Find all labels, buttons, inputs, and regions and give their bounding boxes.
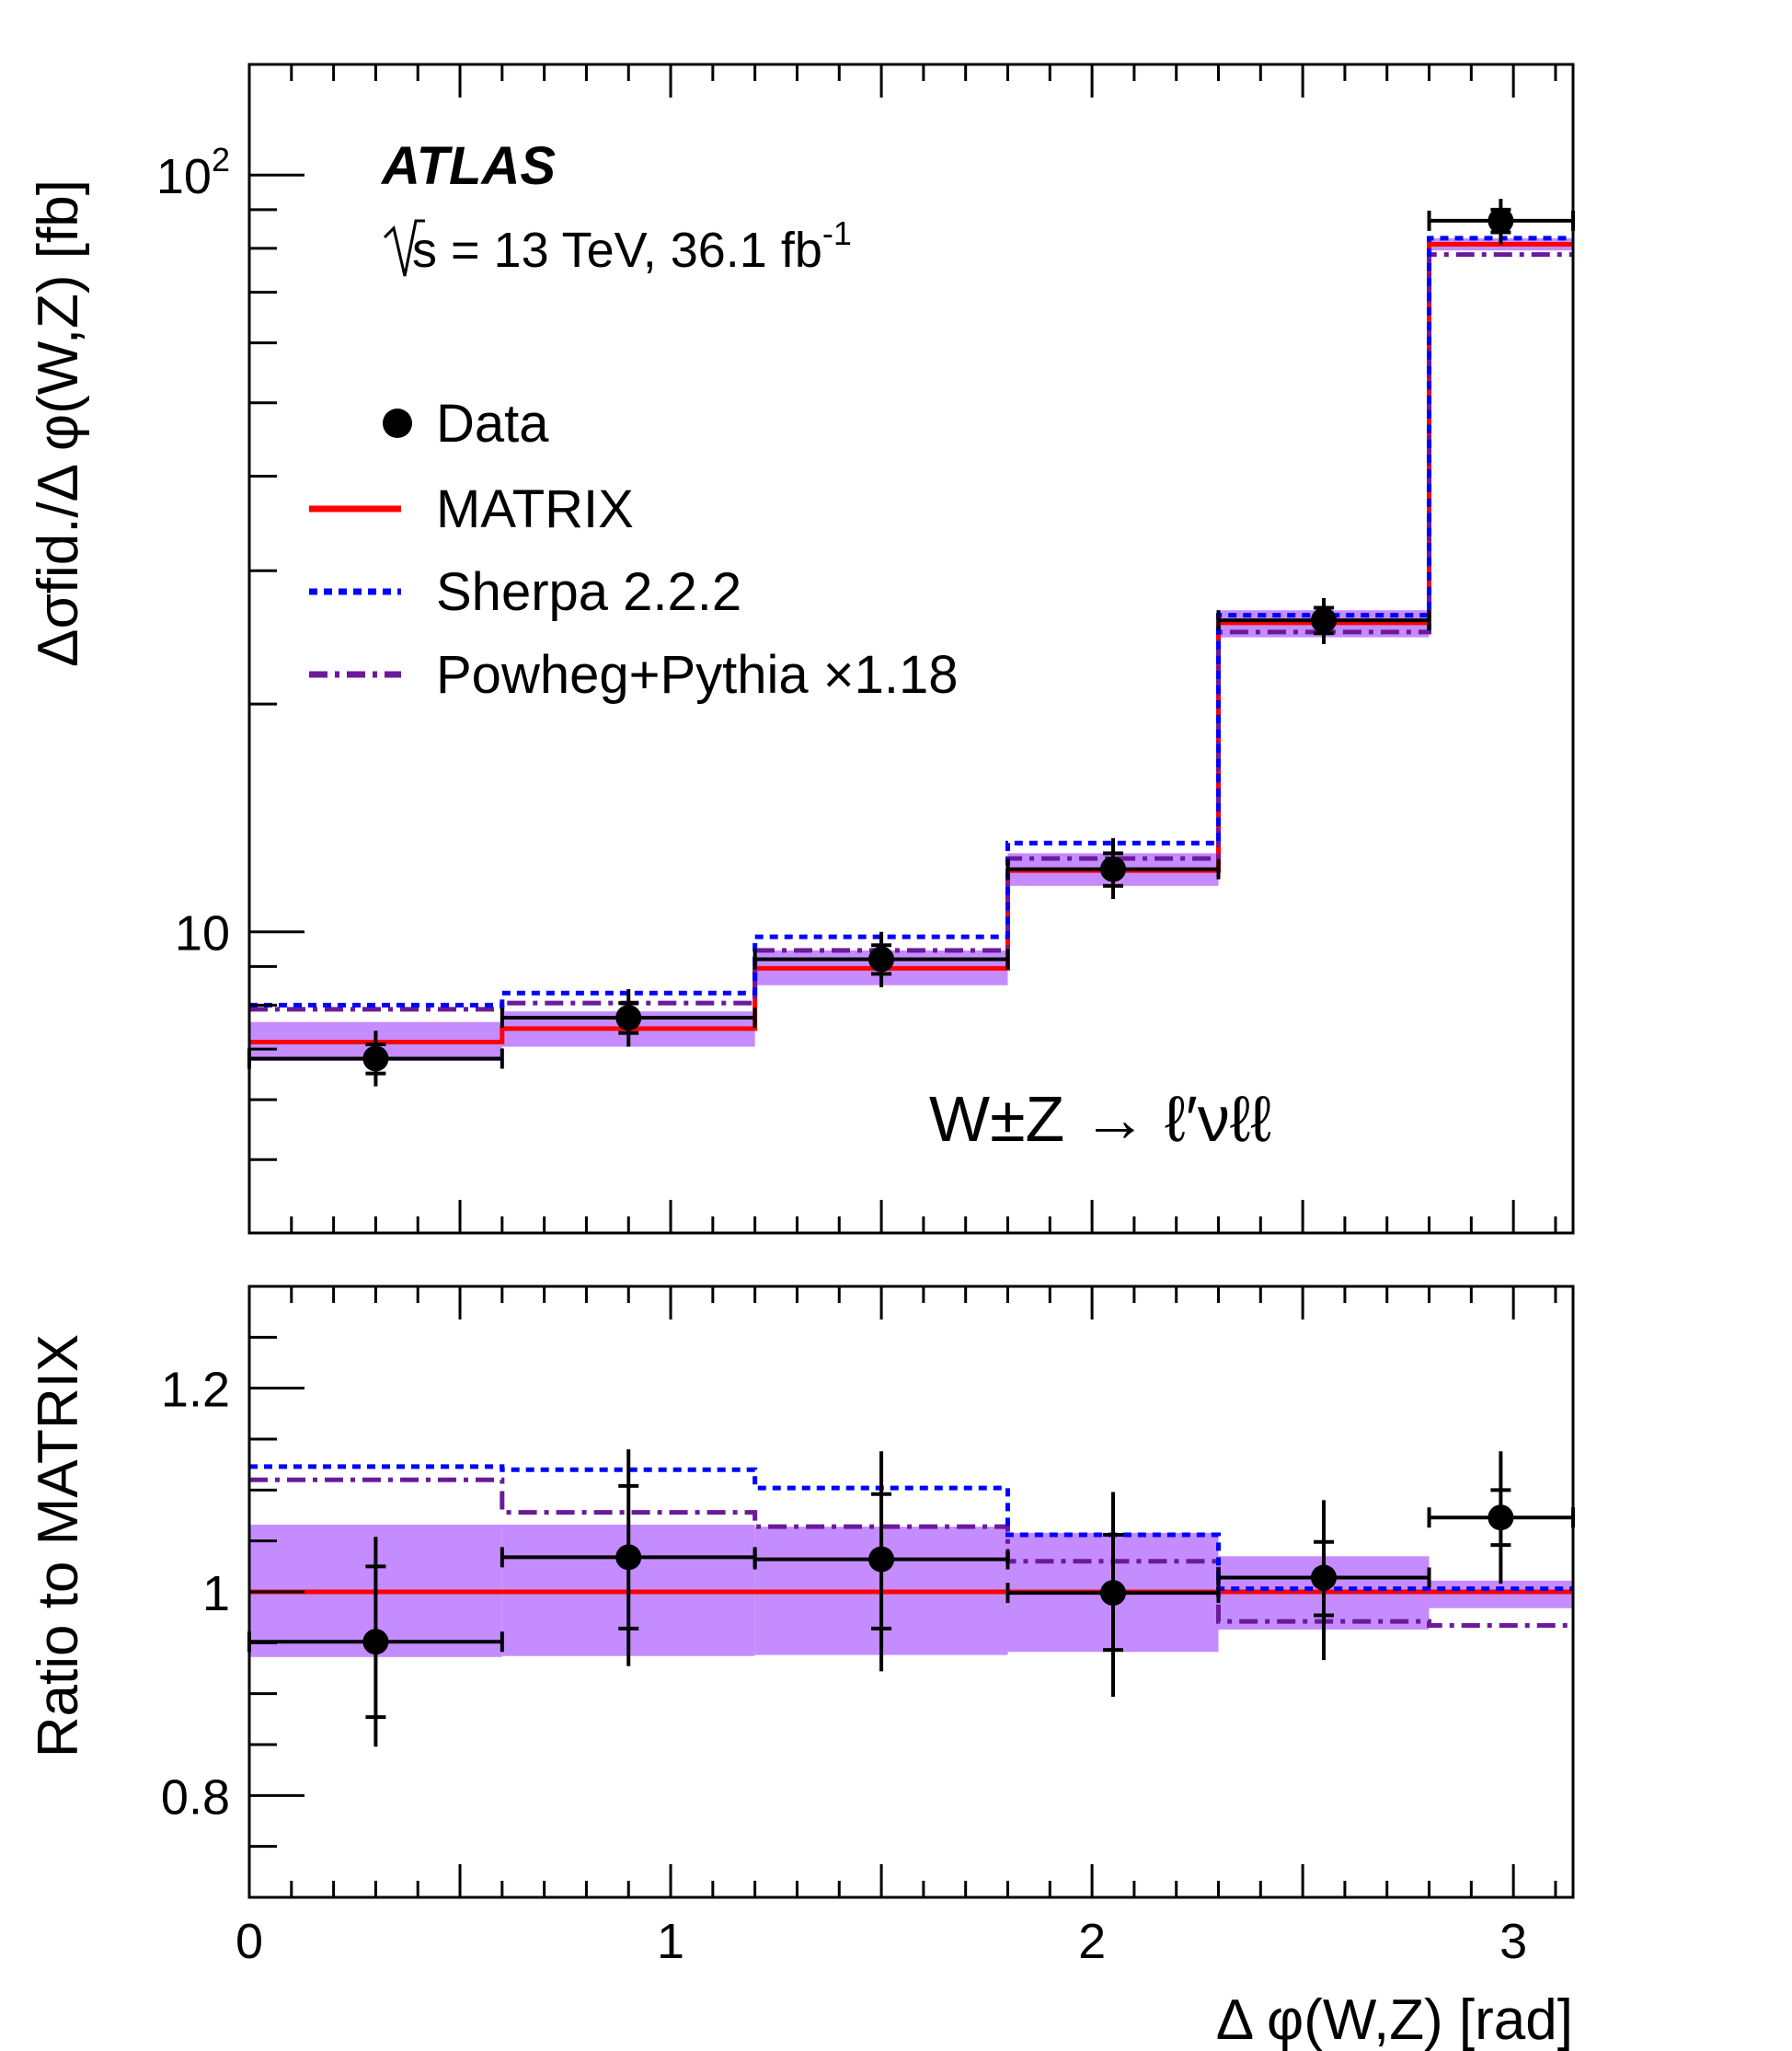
tick-base: 10 <box>156 149 212 204</box>
main-data-point <box>1488 207 1514 234</box>
ratio-data-point <box>362 1629 389 1655</box>
main-data-point <box>1099 856 1126 882</box>
main-data-point <box>615 1005 642 1031</box>
svg-text:s = 13 TeV, 36.1 fb-1: s = 13 TeV, 36.1 fb-1 <box>412 214 852 278</box>
main-matrix-line <box>249 241 1573 1045</box>
ratio-powheg-series <box>249 1477 1573 1629</box>
x-axis-title: Δ φ(W,Z) [rad] <box>1216 1988 1573 2051</box>
ratio-y-axis-title: Ratio to MATRIX <box>27 1334 90 1758</box>
legend-data-marker <box>383 409 412 438</box>
legend-entry-powheg: Powheg+Pythia ×1.18 <box>309 645 959 705</box>
ratio-data-point <box>1488 1504 1514 1531</box>
main-plot-frame <box>247 63 1575 1235</box>
ratio-data-series <box>247 1449 1575 1747</box>
main-y-tick-label: 10 <box>175 906 230 962</box>
ratio-sherpa-series <box>249 1464 1573 1592</box>
main-sherpa-line <box>249 236 1573 1008</box>
ratio-data-point <box>868 1546 895 1573</box>
energy-label-text: s = 13 TeV, 36.1 fb <box>412 223 822 278</box>
legend-data-label: Data <box>436 394 549 454</box>
ratio-y-tick-label: 1.2 <box>161 1363 230 1418</box>
ratio-data-point <box>1099 1580 1126 1607</box>
ratio-y-tick-label: 0.8 <box>161 1769 230 1825</box>
sqrt-icon <box>383 219 425 277</box>
x-tick-label: 1 <box>657 1914 684 1969</box>
legend-matrix-label: MATRIX <box>436 479 634 539</box>
ratio-band-bin <box>1429 1580 1573 1608</box>
x-tick-label: 3 <box>1499 1914 1527 1969</box>
ratio-data-point <box>615 1544 642 1571</box>
ratio-axis-ticks <box>247 1285 1557 1899</box>
matrix-series <box>249 241 1573 1045</box>
legend-entry-matrix: MATRIX <box>309 479 634 539</box>
main-axis-ticks <box>247 64 1557 1235</box>
data-series <box>247 199 1575 1087</box>
main-y-axis-title: Δσfid./Δ φ(W,Z) [fb] <box>27 179 90 667</box>
x-tick-labels: 0 1 2 3 <box>235 1914 1527 1969</box>
main-data-point <box>868 946 895 973</box>
main-y-tick-label: 102 <box>156 141 230 204</box>
sherpa-series <box>249 236 1573 1008</box>
process-label: W±Z → ℓ′νℓℓ <box>929 1083 1271 1155</box>
ratio-data-point <box>1311 1564 1338 1591</box>
legend: Data MATRIX Sherpa 2.2.2 Powheg+Pythia ×… <box>309 394 959 705</box>
ratio-powheg-line <box>249 1477 1573 1629</box>
ratio-y-tick-label: 1 <box>202 1566 230 1621</box>
main-y-axis-title-text: Δσfid./Δ φ(W,Z) [fb] <box>27 179 90 667</box>
main-data-point <box>1311 607 1338 634</box>
legend-entry-data: Data <box>383 394 549 454</box>
legend-sherpa-label: Sherpa 2.2.2 <box>436 562 741 622</box>
lumi-exponent: -1 <box>822 214 852 252</box>
x-tick-label: 2 <box>1078 1914 1106 1969</box>
main-data-point <box>362 1045 389 1072</box>
ratio-sherpa-line <box>249 1464 1573 1592</box>
experiment-label: ATLAS <box>380 136 556 196</box>
x-tick-label: 0 <box>235 1914 263 1969</box>
legend-entry-sherpa: Sherpa 2.2.2 <box>309 562 741 622</box>
ratio-panel: 0.8 1 1.2 0 1 2 3 Ratio to MATRIX Δ φ(W,Z) [r… <box>27 1285 1575 2051</box>
ratio-y-tick-labels: 0.8 1 1.2 <box>161 1363 230 1826</box>
tick-exponent: 2 <box>212 141 230 179</box>
legend-powheg-label: Powheg+Pythia ×1.18 <box>436 645 959 705</box>
energy-lumi-label: s = 13 TeV, 36.1 fb-1 <box>383 214 852 278</box>
